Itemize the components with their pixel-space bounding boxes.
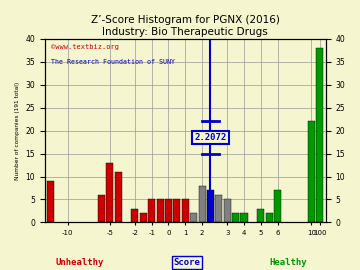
Bar [224, 200, 231, 222]
Bar [190, 213, 197, 222]
Bar [173, 200, 180, 222]
Bar [114, 172, 122, 222]
Bar [106, 163, 113, 222]
Bar [198, 186, 206, 222]
Bar [157, 200, 164, 222]
Bar [316, 48, 323, 222]
Text: The Research Foundation of SUNY: The Research Foundation of SUNY [51, 59, 175, 65]
Bar [98, 195, 105, 222]
Bar [131, 209, 139, 222]
Bar [165, 200, 172, 222]
Bar [182, 200, 189, 222]
Bar [215, 195, 222, 222]
Y-axis label: Number of companies (191 total): Number of companies (191 total) [15, 82, 20, 180]
Bar [274, 190, 281, 222]
Bar [232, 213, 239, 222]
Bar [266, 213, 273, 222]
Title: Z’-Score Histogram for PGNX (2016)
Industry: Bio Therapeutic Drugs: Z’-Score Histogram for PGNX (2016) Indus… [91, 15, 280, 37]
Bar [308, 122, 315, 222]
Bar [240, 213, 248, 222]
Bar [47, 181, 54, 222]
Text: Healthy: Healthy [269, 258, 307, 267]
Text: 2.2072: 2.2072 [194, 133, 226, 142]
Text: Score: Score [174, 258, 201, 267]
Bar [140, 213, 147, 222]
Text: ©www.textbiz.org: ©www.textbiz.org [51, 44, 119, 50]
Bar [148, 200, 155, 222]
Text: Unhealthy: Unhealthy [55, 258, 103, 267]
Bar [207, 190, 214, 222]
Bar [257, 209, 265, 222]
